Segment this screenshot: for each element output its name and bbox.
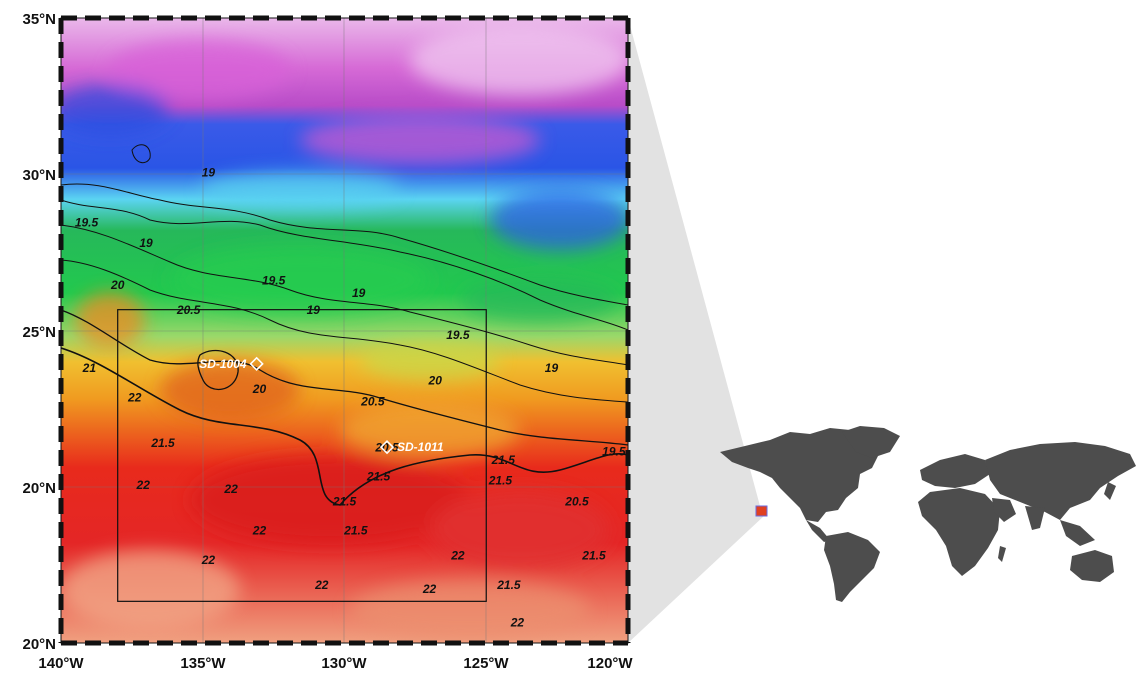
lon-label-125: 125°W <box>463 655 509 672</box>
contour-label: 19 <box>307 303 321 317</box>
sst-map <box>61 18 628 643</box>
contour-label: 22 <box>510 615 525 629</box>
india-shape <box>1025 506 1045 530</box>
site-marker-icon <box>379 440 395 455</box>
lon-label-120: 120°W <box>587 655 633 672</box>
contour-label: 19.5 <box>446 328 470 342</box>
contour-island-22 <box>197 349 239 390</box>
contour-label: 21.5 <box>150 436 175 450</box>
longitude-labels: 140°W 135°W 130°W 125°W 120°W <box>38 655 633 672</box>
contour-label: 21.5 <box>366 470 391 484</box>
contour-label: 22 <box>314 578 329 592</box>
contour-label: 19.5 <box>602 445 626 459</box>
study-area-box <box>117 309 487 602</box>
contour-19-5 <box>61 199 628 331</box>
contour-label: 22 <box>252 524 267 538</box>
contour-label: 20 <box>110 278 125 292</box>
contour-label: 20.5 <box>176 303 201 317</box>
arabia-shape <box>992 498 1016 522</box>
contour-21-5 <box>61 309 628 446</box>
madagascar-shape <box>998 546 1006 562</box>
contour-20 <box>61 224 628 366</box>
asia-shape <box>985 442 1136 520</box>
contour-label-layer: 19 19.5 19 20 20.5 19.5 19 19 19.5 19 20 20 20.5 20.5… <box>75 165 626 629</box>
contour-lines <box>61 144 628 506</box>
lat-label-20-lower: 20°N <box>22 636 56 653</box>
central-america-shape <box>806 520 830 542</box>
site-label: SD-1004 <box>199 357 247 371</box>
contour-island-19 <box>131 144 151 164</box>
latitude-labels: 35°N 30°N 25°N 20°N 20°N <box>22 11 56 653</box>
contour-label: 21.5 <box>496 578 521 592</box>
contour-label: 20 <box>252 382 267 396</box>
contour-22 <box>61 347 628 506</box>
site-layer: SD-1004 SD-1011 <box>199 356 444 455</box>
zoom-cone <box>628 18 764 643</box>
contour-label: 19 <box>202 165 216 179</box>
world-inset-map <box>720 426 1136 602</box>
lon-label-135: 135°W <box>180 655 226 672</box>
contour-label: 22 <box>450 549 465 563</box>
contour-label: 19 <box>139 236 153 250</box>
lat-label-25: 25°N <box>22 324 56 341</box>
contour-label: 19.5 <box>262 274 286 288</box>
australia-shape <box>1070 550 1114 582</box>
contour-label: 21.5 <box>488 474 513 488</box>
south-america-shape <box>824 532 880 602</box>
site-marker-icon <box>249 356 264 371</box>
sst-texture <box>61 25 628 640</box>
study-location-marker <box>755 505 768 517</box>
map-frame <box>58 15 631 646</box>
japan-shape <box>1104 482 1116 500</box>
contour-label: 21.5 <box>343 524 368 538</box>
site-label: SD-1011 <box>397 440 444 454</box>
contour-label: 22 <box>422 582 437 596</box>
lon-label-140: 140°W <box>38 655 84 672</box>
lat-label-35: 35°N <box>22 11 56 28</box>
contour-label: 22 <box>127 390 142 404</box>
europe-shape <box>920 454 990 488</box>
contour-label: 21.5 <box>332 495 357 509</box>
north-america-shape <box>720 428 880 522</box>
contour-label: 22 <box>136 478 151 492</box>
contour-label: 21 <box>82 361 97 375</box>
contour-19 <box>61 183 628 306</box>
southeast-asia-shape <box>1060 520 1095 546</box>
contour-label: 22 <box>223 482 238 496</box>
contour-label: 20.5 <box>360 395 385 409</box>
africa-shape <box>918 488 1000 576</box>
contour-20-5 <box>61 259 628 403</box>
lat-label-30: 30°N <box>22 167 56 184</box>
contour-label: 21.5 <box>581 549 606 563</box>
contour-label: 19.5 <box>75 215 99 229</box>
contour-label: 19 <box>352 286 366 300</box>
contour-label: 21.5 <box>491 453 516 467</box>
greenland-shape <box>842 426 900 458</box>
contour-label: 22 <box>201 553 216 567</box>
lon-label-130: 130°W <box>321 655 367 672</box>
contour-label: 20 <box>428 374 443 388</box>
contour-label: 20.5 <box>374 440 399 454</box>
contour-label: 19 <box>545 361 559 375</box>
contour-label: 20.5 <box>564 495 589 509</box>
lat-label-20-upper: 20°N <box>22 480 56 497</box>
